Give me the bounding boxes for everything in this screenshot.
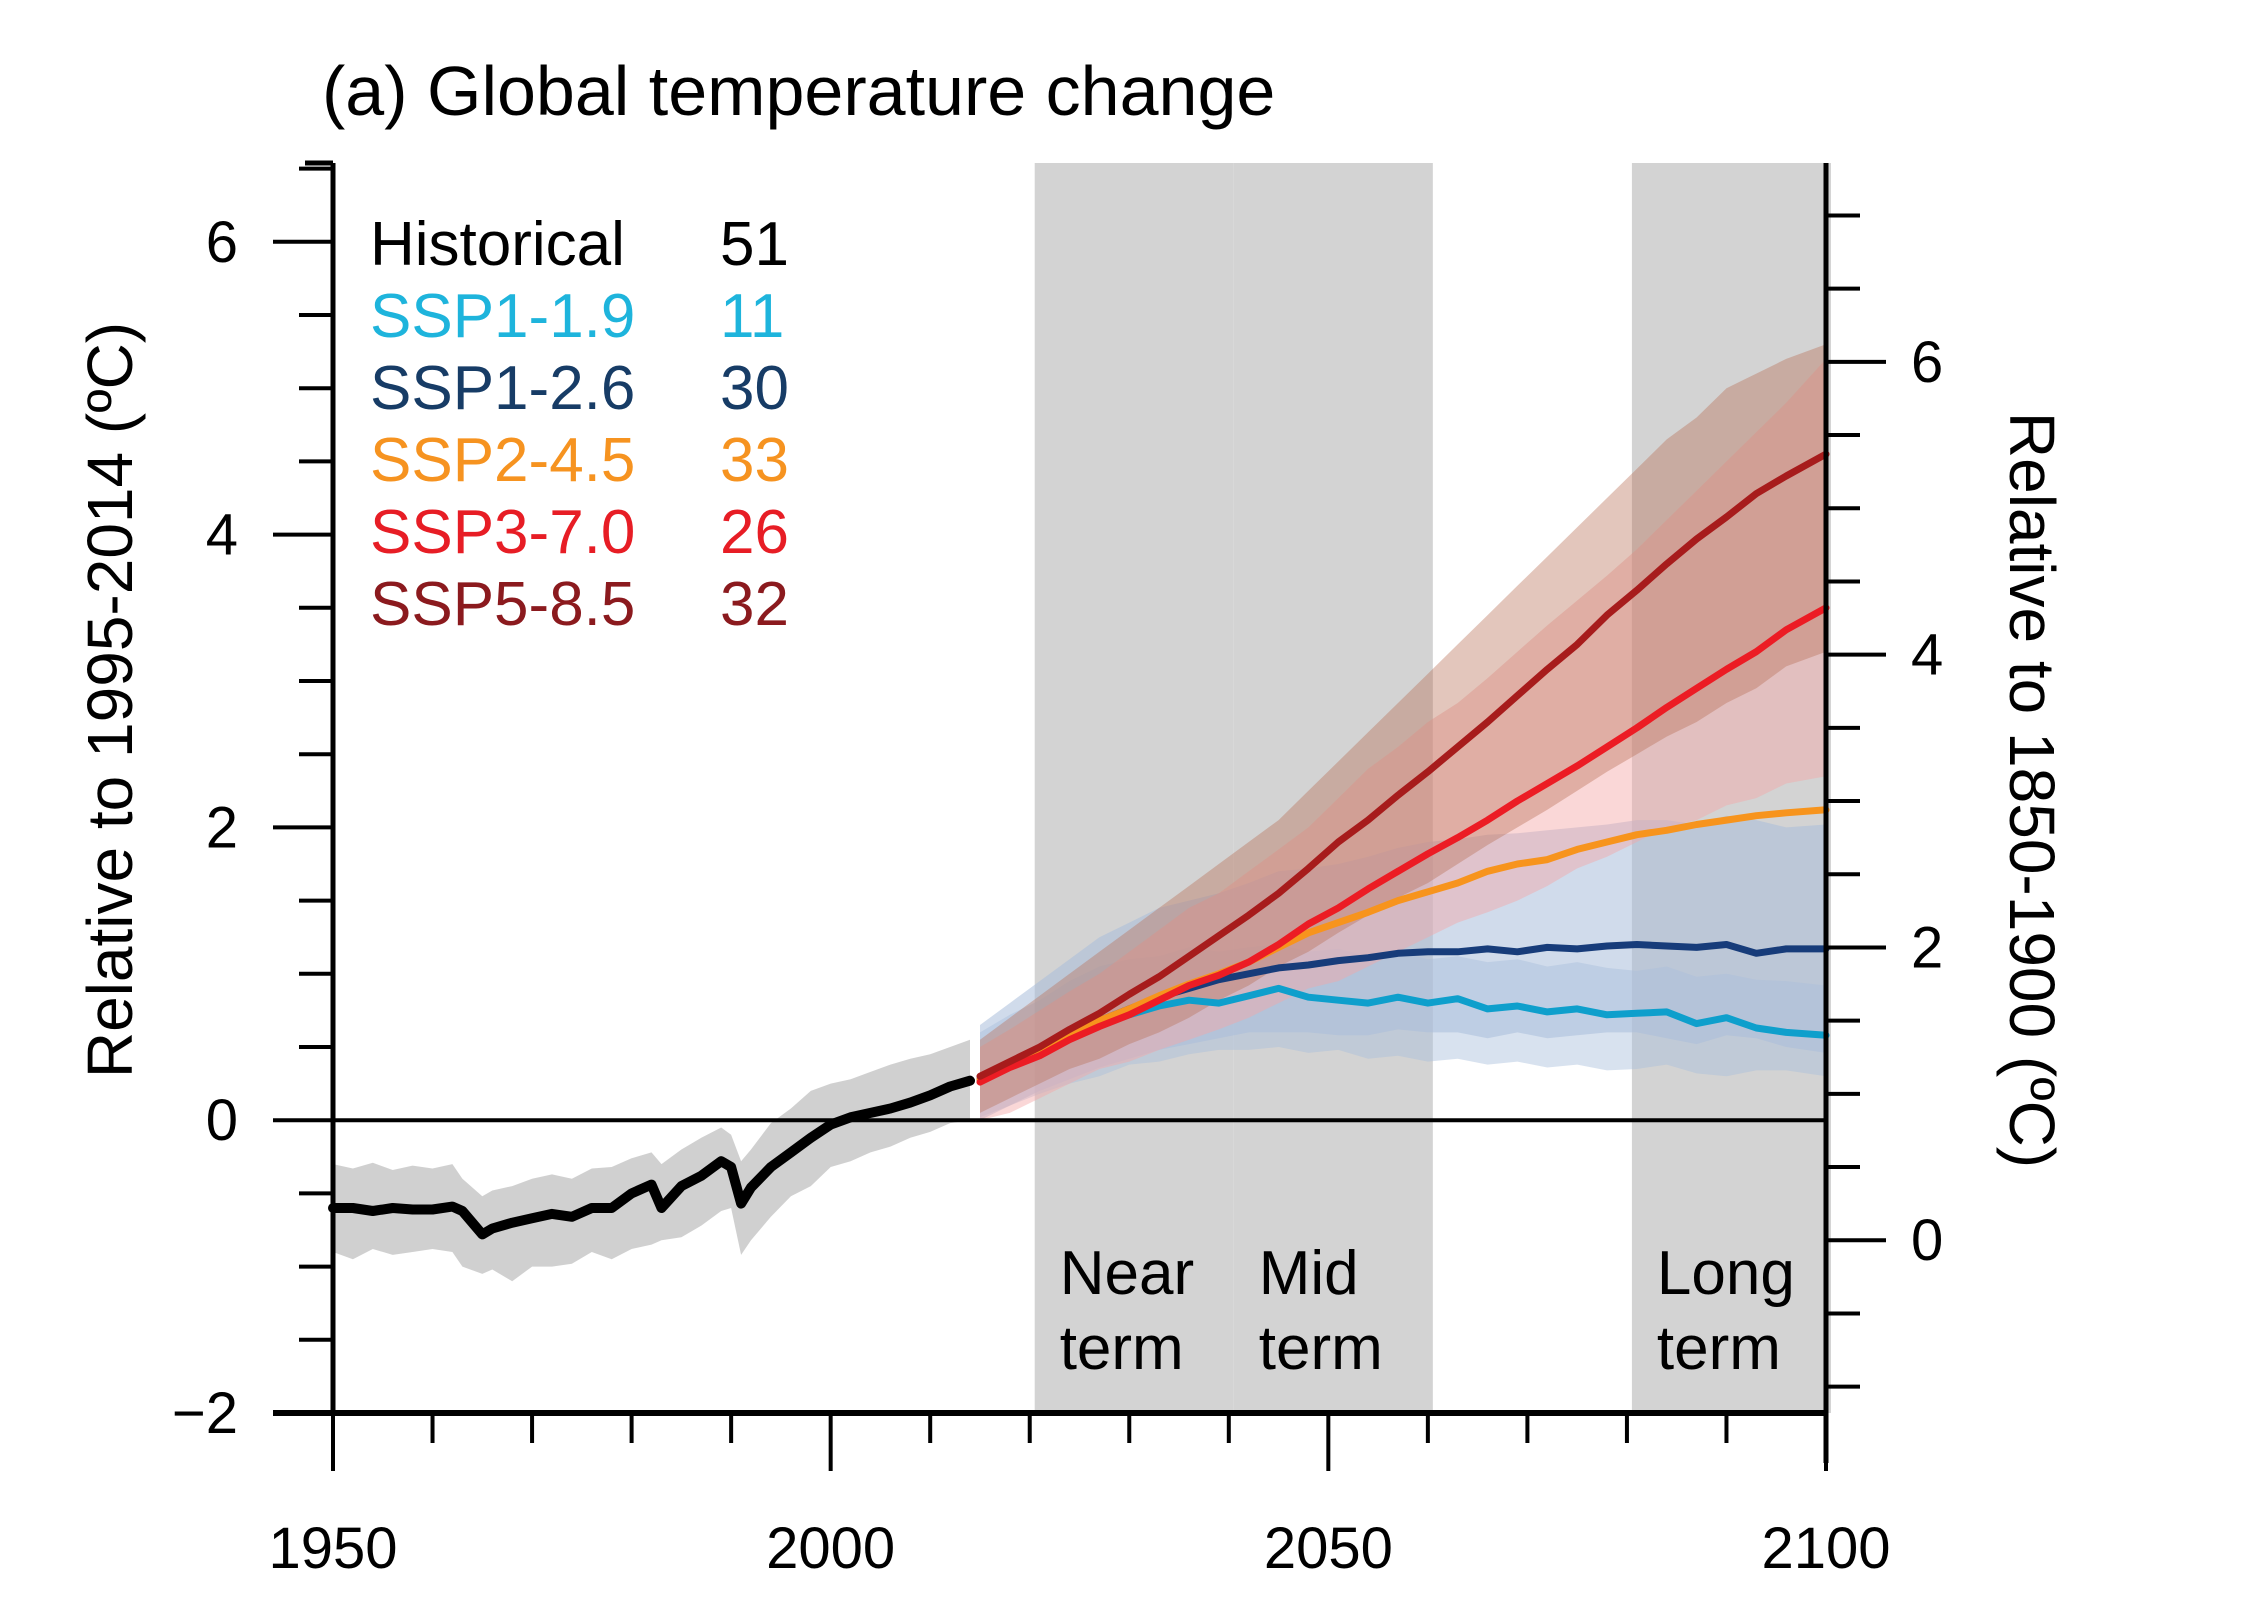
y-tick-label-left: 2 [206,795,238,860]
legend-count-historical: 51 [720,210,789,279]
y-tick-label-right: 0 [1911,1208,1943,1273]
legend-label-ssp2-4-5: SSP2-4.5 [370,426,635,495]
period-near-term [1034,163,1234,1413]
legend-count-ssp1-2-6: 30 [720,354,789,423]
y-tick-label-right: 2 [1911,915,1943,980]
x-tick-label: 2050 [1264,1516,1393,1581]
y-tick-label-left: 6 [206,210,238,275]
legend-label-ssp5-8-5: SSP5-8.5 [370,570,635,639]
x-tick-label: 2000 [766,1516,895,1581]
legend-label-historical: Historical [370,210,625,279]
y-tick-label-right: 6 [1911,330,1943,395]
y-tick-label-left: 0 [206,1088,238,1153]
period-label-near-term: term [1060,1314,1184,1383]
y-tick-label-left: −2 [172,1381,238,1446]
chart-title: (a) Global temperature change [322,52,1275,130]
period-label-mid-term: term [1259,1314,1383,1383]
x-tick-label: 2100 [1761,1516,1890,1581]
line-ssp2-4-5 [976,806,1830,1083]
period-label-long-term: Long [1657,1239,1795,1308]
legend-count-ssp1-1-9: 11 [720,282,784,351]
axes: −2 0 2 4 6 0 2 4 6 1950 2000 2050 2100 [172,160,1943,1581]
line-historical [328,1075,975,1240]
uncertainty-bands [333,344,1826,1282]
band-ssp3-7-0 [980,358,1826,1121]
y-tick-label-left: 4 [206,503,238,568]
y-tick-label-right: 4 [1911,623,1943,688]
legend: Historical 51 SSP1-1.9 11 SSP1-2.6 30 SSP2-4.5… [370,210,789,639]
legend-label-ssp1-2-6: SSP1-2.6 [370,354,635,423]
band-ssp5-8-5 [980,344,1826,1113]
band-historical [333,1039,970,1282]
assessment-periods [1034,163,1831,1413]
period-long-term [1631,163,1831,1413]
period-mid-term [1233,163,1433,1413]
y-axis-title-right: Relative to 1850-1900 (ºC) [1996,412,2068,1168]
series-lines [328,450,1830,1240]
line-ssp5-8-5 [976,450,1830,1080]
legend-label-ssp1-1-9: SSP1-1.9 [370,282,635,351]
period-label-long-term: term [1657,1314,1781,1383]
legend-label-ssp3-7-0: SSP3-7.0 [370,498,635,567]
legend-count-ssp2-4-5: 33 [720,426,789,495]
x-tick-label: 1950 [268,1516,397,1581]
period-label-near-term: Near [1060,1239,1194,1308]
legend-count-ssp3-7-0: 26 [720,498,789,567]
band-ssp1-2-6 [980,815,1826,1121]
legend-count-ssp5-8-5: 32 [720,570,789,639]
y-axis-title-left: Relative to 1995-2014 (ºC) [74,322,146,1078]
line-ssp3-7-0 [976,604,1830,1086]
period-label-mid-term: Mid [1259,1239,1359,1308]
